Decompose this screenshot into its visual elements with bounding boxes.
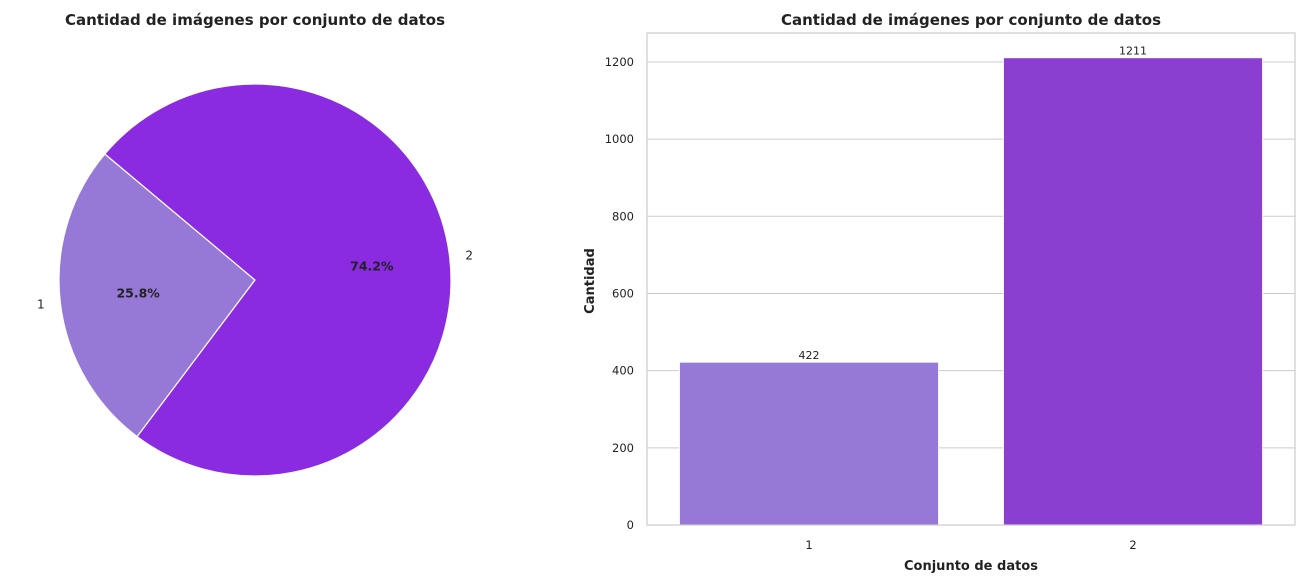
pie-slices bbox=[58, 83, 452, 477]
bar-x-axis-label: Conjunto de datos bbox=[904, 559, 1038, 574]
bar-y-tick-200: 200 bbox=[612, 441, 634, 455]
bar-x-tick-1: 1 bbox=[805, 538, 812, 552]
bar-chart: Cantidad de imágenes por conjunto de dat… bbox=[583, 11, 1296, 574]
bar-data-label-1: 422 bbox=[799, 349, 820, 362]
bar-y-tick-0: 0 bbox=[627, 518, 634, 532]
bar-y-ticks: 0 200 400 600 800 1000 1200 bbox=[605, 55, 634, 532]
pie-percent-label-2: 74.2% bbox=[350, 259, 394, 274]
pie-labels: 1 25.8% 2 74.2% bbox=[37, 249, 473, 312]
bar-x-tick-2: 2 bbox=[1129, 538, 1136, 552]
bar-chart-title: Cantidad de imágenes por conjunto de dat… bbox=[781, 11, 1161, 29]
bar-2 bbox=[1002, 57, 1264, 526]
pie-chart: Cantidad de imágenes por conjunto de dat… bbox=[37, 11, 473, 477]
pie-slice-1 bbox=[58, 153, 256, 438]
bar-y-tick-1200: 1200 bbox=[605, 55, 634, 69]
bar-data-labels: 422 1211 bbox=[799, 45, 1148, 362]
pie-category-label-2: 2 bbox=[465, 249, 473, 263]
bar-y-tick-600: 600 bbox=[612, 286, 634, 300]
bar-y-tick-1000: 1000 bbox=[605, 132, 634, 146]
pie-slice-2 bbox=[104, 83, 452, 477]
pie-percent-label-1: 25.8% bbox=[116, 285, 160, 300]
bar-y-axis-label: Cantidad bbox=[583, 248, 598, 314]
bar-y-tick-400: 400 bbox=[612, 364, 634, 378]
bar-plot-frame bbox=[646, 32, 1296, 526]
pie-category-label-1: 1 bbox=[37, 297, 45, 311]
bar-1 bbox=[678, 361, 940, 526]
bar-y-tick-800: 800 bbox=[612, 209, 634, 223]
pie-chart-title: Cantidad de imágenes por conjunto de dat… bbox=[65, 11, 445, 29]
bar-data-label-2: 1211 bbox=[1119, 45, 1147, 58]
bar-bars bbox=[678, 57, 1264, 526]
